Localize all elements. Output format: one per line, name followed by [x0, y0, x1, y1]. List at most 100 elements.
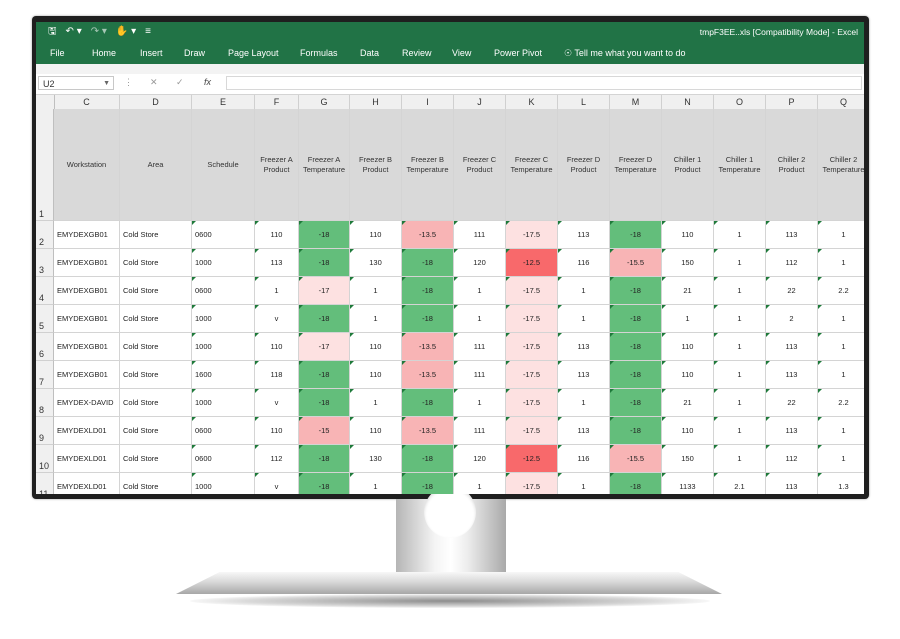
- table-cell[interactable]: -13.5: [402, 333, 454, 361]
- tab-file[interactable]: File: [50, 48, 65, 58]
- table-cell[interactable]: -18: [402, 249, 454, 277]
- table-cell[interactable]: -18: [402, 389, 454, 417]
- table-cell[interactable]: Cold Store: [120, 277, 192, 305]
- cancel-icon[interactable]: ✕: [150, 77, 158, 87]
- column-header[interactable]: M: [610, 95, 662, 109]
- table-cell[interactable]: 1: [818, 305, 864, 333]
- table-cell[interactable]: -15.5: [610, 249, 662, 277]
- table-cell[interactable]: 113: [558, 221, 610, 249]
- table-cell[interactable]: 1: [350, 277, 402, 305]
- table-cell[interactable]: v: [255, 389, 299, 417]
- table-cell[interactable]: 1: [558, 473, 610, 494]
- table-cell[interactable]: 130: [350, 249, 402, 277]
- table-cell[interactable]: 1: [714, 445, 766, 473]
- name-box[interactable]: U2 ▼: [38, 76, 114, 90]
- table-cell[interactable]: 1000: [192, 249, 255, 277]
- table-cell[interactable]: 22: [766, 389, 818, 417]
- table-cell[interactable]: 1: [558, 277, 610, 305]
- header-cell[interactable]: Workstation: [54, 109, 120, 221]
- table-cell[interactable]: -13.5: [402, 221, 454, 249]
- table-cell[interactable]: 1: [714, 277, 766, 305]
- table-cell[interactable]: 110: [255, 417, 299, 445]
- table-cell[interactable]: -17.5: [506, 473, 558, 494]
- table-cell[interactable]: -18: [299, 249, 350, 277]
- table-cell[interactable]: -18: [610, 277, 662, 305]
- table-cell[interactable]: -18: [402, 473, 454, 494]
- table-cell[interactable]: 1: [714, 333, 766, 361]
- column-header[interactable]: F: [255, 95, 299, 109]
- table-cell[interactable]: 1: [255, 277, 299, 305]
- table-cell[interactable]: 1: [558, 305, 610, 333]
- select-all-corner[interactable]: [36, 95, 55, 109]
- table-cell[interactable]: 1: [662, 305, 714, 333]
- table-cell[interactable]: -12.5: [506, 249, 558, 277]
- table-cell[interactable]: -17.5: [506, 333, 558, 361]
- table-cell[interactable]: 113: [766, 473, 818, 494]
- table-cell[interactable]: 2.2: [818, 277, 864, 305]
- tab-insert[interactable]: Insert: [140, 48, 163, 58]
- table-cell[interactable]: 112: [766, 249, 818, 277]
- table-cell[interactable]: -18: [610, 333, 662, 361]
- table-cell[interactable]: 1: [818, 221, 864, 249]
- column-header[interactable]: C: [54, 95, 120, 109]
- table-cell[interactable]: -17.5: [506, 221, 558, 249]
- table-cell[interactable]: 1: [714, 221, 766, 249]
- table-cell[interactable]: 1600: [192, 361, 255, 389]
- table-cell[interactable]: -18: [610, 417, 662, 445]
- table-cell[interactable]: 1: [454, 277, 506, 305]
- row-header[interactable]: 6: [36, 333, 54, 361]
- table-cell[interactable]: 110: [662, 221, 714, 249]
- table-cell[interactable]: 1000: [192, 333, 255, 361]
- header-cell[interactable]: Chiller 1 Temperature: [714, 109, 766, 221]
- column-header[interactable]: Q: [818, 95, 864, 109]
- table-cell[interactable]: 0600: [192, 221, 255, 249]
- table-cell[interactable]: -18: [299, 305, 350, 333]
- chevron-down-icon[interactable]: ▼: [103, 80, 110, 87]
- undo-icon[interactable]: ↶ ▾: [65, 26, 82, 37]
- header-cell[interactable]: Freezer C Temperature: [506, 109, 558, 221]
- table-cell[interactable]: -17.5: [506, 305, 558, 333]
- header-cell[interactable]: Freezer A Temperature: [299, 109, 350, 221]
- table-cell[interactable]: 113: [558, 417, 610, 445]
- table-cell[interactable]: 1: [714, 305, 766, 333]
- table-cell[interactable]: -18: [610, 361, 662, 389]
- table-cell[interactable]: 21: [662, 389, 714, 417]
- column-header[interactable]: L: [558, 95, 610, 109]
- tab-power-pivot[interactable]: Power Pivot: [494, 48, 543, 58]
- tell-me-search[interactable]: ☉ Tell me what you want to do: [564, 48, 685, 59]
- tab-page-layout[interactable]: Page Layout: [228, 48, 279, 58]
- row-header[interactable]: 8: [36, 389, 54, 417]
- row-header[interactable]: 3: [36, 249, 54, 277]
- column-header[interactable]: H: [350, 95, 402, 109]
- row-header[interactable]: 5: [36, 305, 54, 333]
- table-cell[interactable]: 1: [714, 249, 766, 277]
- table-cell[interactable]: 1.3: [818, 473, 864, 494]
- insert-function-icon[interactable]: fx: [204, 77, 212, 87]
- header-cell[interactable]: Area: [120, 109, 192, 221]
- table-cell[interactable]: -18: [299, 361, 350, 389]
- table-cell[interactable]: 1: [558, 389, 610, 417]
- header-cell[interactable]: Freezer A Product: [255, 109, 299, 221]
- row-header[interactable]: 4: [36, 277, 54, 305]
- tab-formulas[interactable]: Formulas: [300, 48, 338, 58]
- header-cell[interactable]: Freezer B Temperature: [402, 109, 454, 221]
- table-cell[interactable]: 1: [818, 333, 864, 361]
- tab-view[interactable]: View: [452, 48, 472, 58]
- tab-home[interactable]: Home: [92, 48, 117, 58]
- table-cell[interactable]: 110: [255, 333, 299, 361]
- row-header[interactable]: 11: [36, 473, 54, 494]
- table-cell[interactable]: 1: [350, 473, 402, 494]
- column-header[interactable]: N: [662, 95, 714, 109]
- table-cell[interactable]: 2.2: [818, 389, 864, 417]
- table-cell[interactable]: 113: [558, 361, 610, 389]
- table-cell[interactable]: -18: [402, 445, 454, 473]
- table-cell[interactable]: -12.5: [506, 445, 558, 473]
- table-cell[interactable]: 1: [818, 249, 864, 277]
- table-cell[interactable]: 111: [454, 333, 506, 361]
- redo-icon[interactable]: ↷ ▾: [90, 26, 107, 37]
- table-cell[interactable]: 22: [766, 277, 818, 305]
- table-cell[interactable]: -18: [402, 277, 454, 305]
- table-cell[interactable]: 110: [662, 417, 714, 445]
- touch-mode-icon[interactable]: ✋ ▾: [115, 26, 137, 37]
- table-cell[interactable]: EMYDEXGB01: [54, 333, 120, 361]
